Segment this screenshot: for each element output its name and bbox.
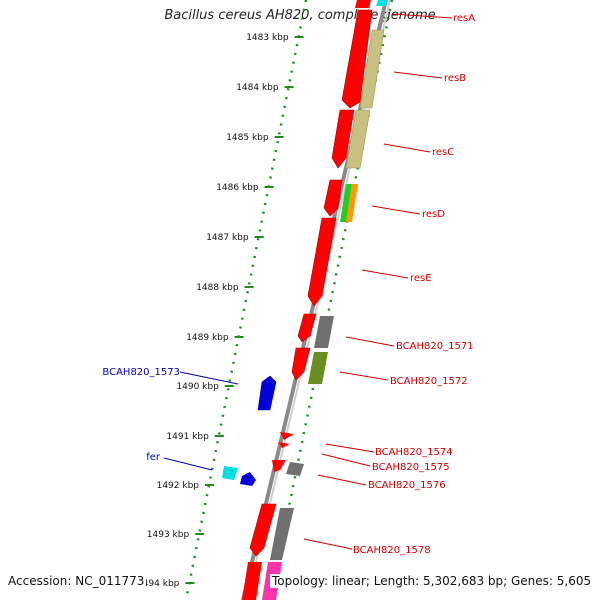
leader-resD [371, 205, 421, 215]
gene-resB-khaki [359, 29, 385, 109]
label-leaders [163, 13, 453, 550]
gene-label-resB[interactable]: resB [444, 73, 466, 84]
gene-label-resA[interactable]: resA [453, 13, 475, 24]
gene-label-fer[interactable]: fer [146, 452, 161, 463]
ruler-line-right [268, 0, 394, 600]
gene-label-BCAH820_1574[interactable]: BCAH820_1574 [375, 447, 453, 458]
ruler-tick-label: 494 kbp [143, 579, 180, 589]
gene-resD-green [340, 184, 352, 222]
gene-BCAH820_1571-gray [314, 316, 334, 348]
leader-BCAH820_1573 [179, 371, 239, 385]
accession-text: Accession: NC_011773 [6, 574, 147, 588]
ruler-tick-label: 1488 kbp [196, 283, 239, 293]
ruler-ticks [185, 36, 304, 584]
gene-resC-arrow[interactable] [331, 109, 355, 169]
ruler-tick-label: 1490 kbp [176, 382, 219, 392]
leader-resE [361, 269, 409, 279]
leader-resB [393, 71, 443, 79]
leader-BCAH820_1571 [345, 336, 395, 347]
leader-BCAH820_1576 [317, 474, 367, 486]
leader-BCAH820_1574 [325, 443, 375, 453]
leader-resC [383, 143, 431, 153]
gene-label-BCAH820_1573[interactable]: BCAH820_1573 [102, 367, 180, 378]
gene-resE-arrow[interactable] [307, 217, 337, 307]
gene-BCAH820_1571-arrow[interactable] [297, 313, 317, 343]
ruler-tick-label: 1492 kbp [157, 481, 200, 491]
gene-label-BCAH820_1572[interactable]: BCAH820_1572 [390, 376, 468, 387]
gene-label-BCAH820_1576[interactable]: BCAH820_1576 [368, 480, 446, 491]
gene-fer-cyan [222, 466, 238, 480]
gene-BCAH820_1572-arrow[interactable] [291, 347, 311, 381]
gene-label-BCAH820_1575[interactable]: BCAH820_1575 [372, 462, 450, 473]
ruler-tick-label: 1486 kbp [216, 183, 259, 193]
gene-BCAH820_1573-arrow[interactable] [257, 375, 277, 411]
gene-resD-arrow[interactable] [323, 179, 343, 217]
gene-BCAH820_1576-gray [286, 462, 304, 476]
gene-resB-arrow[interactable] [341, 9, 373, 109]
gene-glyphs [222, 0, 388, 600]
ruler-tick-label: 1489 kbp [186, 333, 229, 343]
ruler-tick-label: 1493 kbp [147, 530, 190, 540]
gene-label-resC[interactable]: resC [432, 147, 454, 158]
gene-BCAH820_1578-gray [270, 508, 294, 560]
leader-fer [163, 457, 213, 471]
ruler-tick-labels: 1483 kbp 1484 kbp 1485 kbp 1486 kbp 1487 kbp… [143, 33, 289, 589]
ruler-tick-label: 1484 kbp [236, 83, 279, 93]
ruler-tick-label: 1483 kbp [246, 33, 289, 43]
gene-resC-khaki [345, 109, 371, 169]
gene-BCAH820_1574-arrow[interactable] [280, 432, 294, 440]
ruler-tick-label: 1487 kbp [206, 233, 249, 243]
gene-BCAH820_1576-arrow[interactable] [272, 460, 286, 472]
gene-label-BCAH820_1578[interactable]: BCAH820_1578 [353, 545, 431, 556]
leader-resA [391, 13, 453, 19]
gene-resA-block[interactable] [355, 0, 371, 8]
gene-fer-arrow[interactable] [240, 472, 256, 486]
gene-bottom-red [242, 562, 262, 600]
gene-resA-cyan [376, 0, 388, 6]
topology-text: Topology: linear; Length: 5,302,683 bp; … [270, 574, 594, 588]
gene-labels: resA resB resC resD resE BCAH820_1571 BCAH820_… [102, 13, 475, 556]
leader-BCAH820_1578 [303, 538, 353, 550]
gene-label-resE[interactable]: resE [410, 273, 432, 284]
gene-resD-orange [346, 184, 358, 222]
ruler-tick-label: 1491 kbp [166, 432, 209, 442]
ruler-tick-label: 1485 kbp [226, 133, 269, 143]
leader-BCAH820_1572 [339, 371, 389, 381]
leader-BCAH820_1575 [321, 453, 371, 467]
gene-BCAH820_1575-arrow[interactable] [278, 442, 290, 448]
gene-BCAH820_1578-arrow[interactable] [249, 503, 277, 557]
gene-BCAH820_1572-olive [308, 352, 328, 384]
gene-label-BCAH820_1571[interactable]: BCAH820_1571 [396, 341, 474, 352]
gene-label-resD[interactable]: resD [422, 209, 445, 220]
